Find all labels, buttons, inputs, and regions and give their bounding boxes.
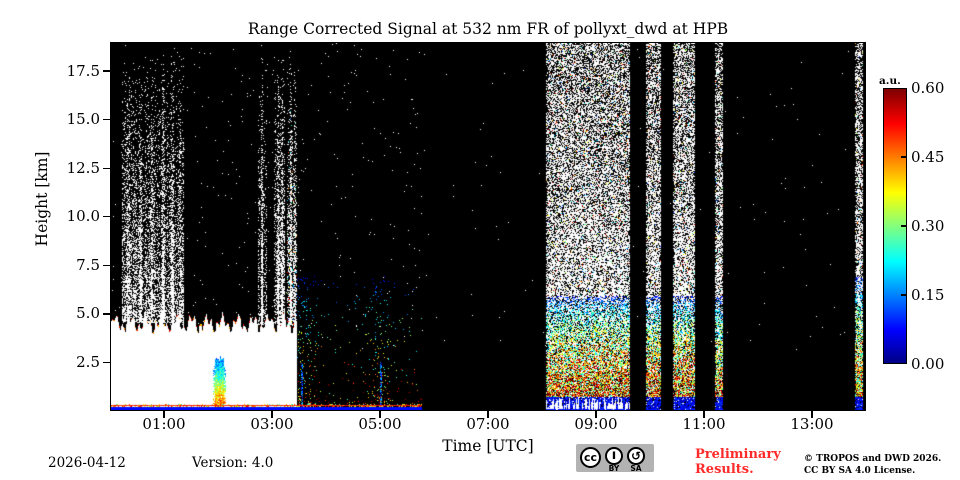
copyright-line-1: © TROPOS and DWD 2026. [804,454,942,464]
colorbar-tick-mark [901,294,907,296]
colorbar-unit-label: a.u. [879,75,901,87]
y-tick-mark [103,70,110,72]
y-tick-mark [103,313,110,315]
colorbar-canvas [884,89,906,363]
y-tick-label: 7.5 [76,255,100,274]
y-axis: Height [km] 2.5 5.0 7.5 10.0 12.5 15.0 17.5 [24,0,100,480]
y-tick-label: 12.5 [66,158,100,177]
x-tick-label: 03:00 [250,415,294,433]
x-tick-label: 11:00 [682,415,726,433]
page-title: Range Corrected Signal at 532 nm FR of p… [247,20,729,38]
plot-area [110,42,866,411]
preliminary-line-2: Results. [695,461,754,477]
heatmap-canvas [111,43,865,410]
y-tick-label: 15.0 [66,110,100,129]
colorbar-tick-mark [901,225,907,227]
x-tick-mark [811,411,813,418]
y-tick-mark [103,361,110,364]
preliminary-results-notice: Preliminary Results. [695,447,781,477]
x-tick-label: 05:00 [358,415,402,433]
colorbar-tick-label: 0.00 [911,354,945,373]
preliminary-line-1: Preliminary [695,447,781,462]
y-tick-label: 2.5 [76,352,100,371]
x-tick-mark [379,411,381,418]
y-tick-mark [103,216,110,218]
x-axis-label: Time [UTC] [442,437,534,455]
y-tick-label: 17.5 [66,61,100,80]
x-tick-label: 13:00 [790,415,834,433]
cc-by-label: BY [608,464,620,473]
x-tick-label: 07:00 [466,415,510,433]
colorbar-tick-label: 0.15 [911,285,945,304]
x-tick-mark [163,411,165,418]
x-tick-label: 01:00 [142,415,186,433]
cc-license-badge[interactable]: cc ı ↺ BY SA [576,444,654,473]
x-tick-mark [703,411,705,418]
cc-sa-label: SA [630,464,642,473]
y-tick-label: 5.0 [76,304,100,323]
y-tick-mark [103,167,110,169]
copyright-notice: © TROPOS and DWD 2026. CC BY SA 4.0 Lice… [804,454,941,477]
y-tick-label: 10.0 [66,207,100,226]
colorbar-tick-mark [901,156,907,158]
y-axis-label: Height [km] [33,151,51,247]
figure-version: Version: 4.0 [192,455,274,471]
copyright-line-2: CC BY SA 4.0 License. [804,465,916,476]
cc-by-icon: ı [605,447,623,465]
y-tick-mark [103,118,110,121]
x-tick-mark [487,411,489,418]
figure-date: 2026-04-12 [48,455,126,471]
colorbar-tick-label: 0.30 [911,216,945,235]
cc-logo-icon: cc [580,447,601,468]
x-tick-mark [271,411,273,418]
y-tick-mark [103,264,110,267]
colorbar-tick-label: 0.45 [911,147,945,166]
colorbar-tick-label: 0.60 [911,78,945,97]
cc-sa-icon: ↺ [627,447,645,465]
x-tick-label: 09:00 [574,415,618,433]
x-tick-mark [595,411,597,418]
